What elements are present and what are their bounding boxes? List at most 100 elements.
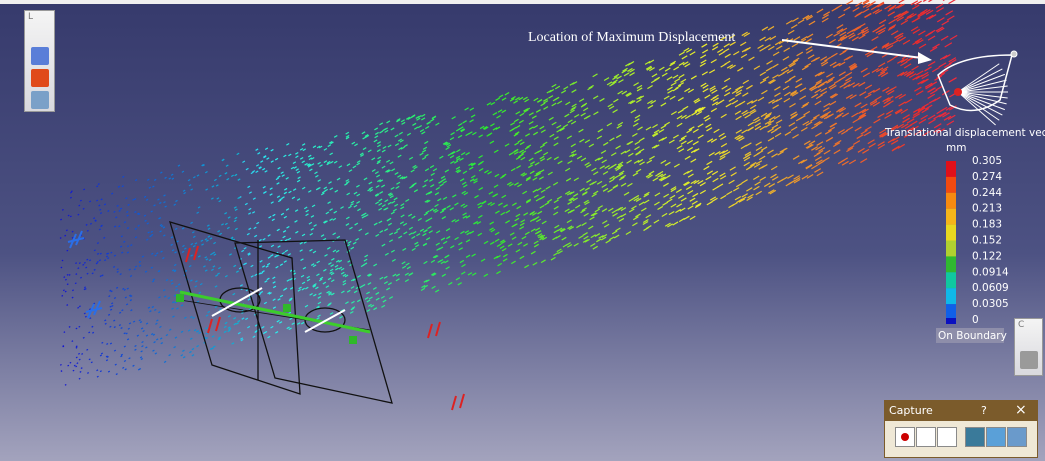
tool-button[interactable] <box>31 69 49 87</box>
legend-footer: On Boundary <box>938 330 1007 342</box>
vector <box>60 365 61 366</box>
vector <box>76 366 77 367</box>
vector <box>72 290 73 291</box>
vector <box>96 370 98 371</box>
vector <box>97 243 99 244</box>
capture-header: Capture ? × <box>885 401 1037 421</box>
vector <box>67 284 68 285</box>
vector <box>111 193 113 194</box>
vector <box>70 192 71 193</box>
vector <box>114 327 116 328</box>
help-button[interactable]: ? <box>981 404 987 417</box>
vector <box>101 199 103 200</box>
vector <box>91 362 92 363</box>
vector <box>76 357 77 358</box>
capture-title: Capture <box>889 404 933 417</box>
vector <box>100 355 102 356</box>
tool-button[interactable] <box>31 91 49 109</box>
vector <box>62 295 63 296</box>
vector <box>113 266 115 267</box>
vector <box>121 354 123 355</box>
vector <box>65 291 66 292</box>
vector <box>66 230 67 231</box>
vector <box>102 275 104 276</box>
vector <box>78 268 79 269</box>
vector <box>99 229 101 230</box>
legend-value: 0.0914 <box>972 266 1009 278</box>
vector <box>119 325 121 326</box>
tool-button[interactable] <box>1020 351 1038 369</box>
vector <box>96 263 98 264</box>
vector <box>108 314 110 315</box>
background <box>0 0 1045 461</box>
color-band <box>946 177 956 193</box>
vector <box>104 320 106 321</box>
vector <box>110 309 112 310</box>
vector <box>97 262 99 263</box>
vector <box>92 273 93 274</box>
vector <box>60 238 61 239</box>
vector <box>96 186 98 187</box>
video-button[interactable] <box>1007 427 1027 447</box>
vector <box>65 384 66 385</box>
left-toolbar: L <box>24 10 55 112</box>
vector <box>121 252 123 253</box>
color-band <box>946 318 956 324</box>
vector <box>92 326 93 327</box>
legend-value: 0.152 <box>972 235 1002 247</box>
vector <box>99 209 101 210</box>
viewport: Location of Maximum Displacement Transla… <box>0 0 1045 461</box>
tool-button[interactable] <box>31 47 49 65</box>
vector <box>113 320 115 321</box>
color-band <box>946 225 956 241</box>
vector <box>84 287 85 288</box>
vector <box>89 309 90 310</box>
vector <box>120 274 122 275</box>
legend-value: 0.274 <box>972 171 1002 183</box>
color-band <box>946 288 956 304</box>
vector <box>79 359 80 360</box>
vector <box>115 364 117 365</box>
vector <box>79 306 80 307</box>
toolbar-label: C <box>1018 320 1024 330</box>
vector <box>121 356 123 357</box>
top-strip <box>0 0 1045 4</box>
vector <box>100 371 102 372</box>
vector <box>85 267 86 268</box>
vector <box>71 191 72 192</box>
album-button[interactable] <box>986 427 1006 447</box>
vector <box>70 362 71 363</box>
vector <box>78 214 79 215</box>
legend-value: 0.122 <box>972 250 1002 262</box>
legend-value: 0.213 <box>972 203 1002 215</box>
select-button[interactable] <box>916 427 936 447</box>
vector <box>100 253 102 254</box>
vector <box>63 346 64 347</box>
vector <box>85 289 86 290</box>
capture-button[interactable] <box>965 427 985 447</box>
vector <box>97 376 99 377</box>
vector <box>75 263 76 264</box>
vector <box>61 371 62 372</box>
vector <box>79 205 80 206</box>
record-button[interactable] <box>895 427 915 447</box>
vector <box>104 260 106 261</box>
vector <box>62 260 63 261</box>
vector <box>83 264 84 265</box>
vector <box>64 277 65 278</box>
vector <box>77 363 78 364</box>
options-button[interactable] <box>937 427 957 447</box>
color-band <box>946 272 956 288</box>
vector <box>117 269 119 270</box>
vector <box>122 310 124 311</box>
vector <box>94 250 96 251</box>
vector <box>106 256 108 257</box>
vector <box>80 277 81 278</box>
vector <box>114 211 116 212</box>
vector <box>89 359 90 360</box>
vector <box>97 253 99 254</box>
close-button[interactable]: × <box>1015 402 1027 418</box>
legend-value: 0.183 <box>972 219 1002 231</box>
vector <box>107 253 109 254</box>
vector <box>73 370 74 371</box>
